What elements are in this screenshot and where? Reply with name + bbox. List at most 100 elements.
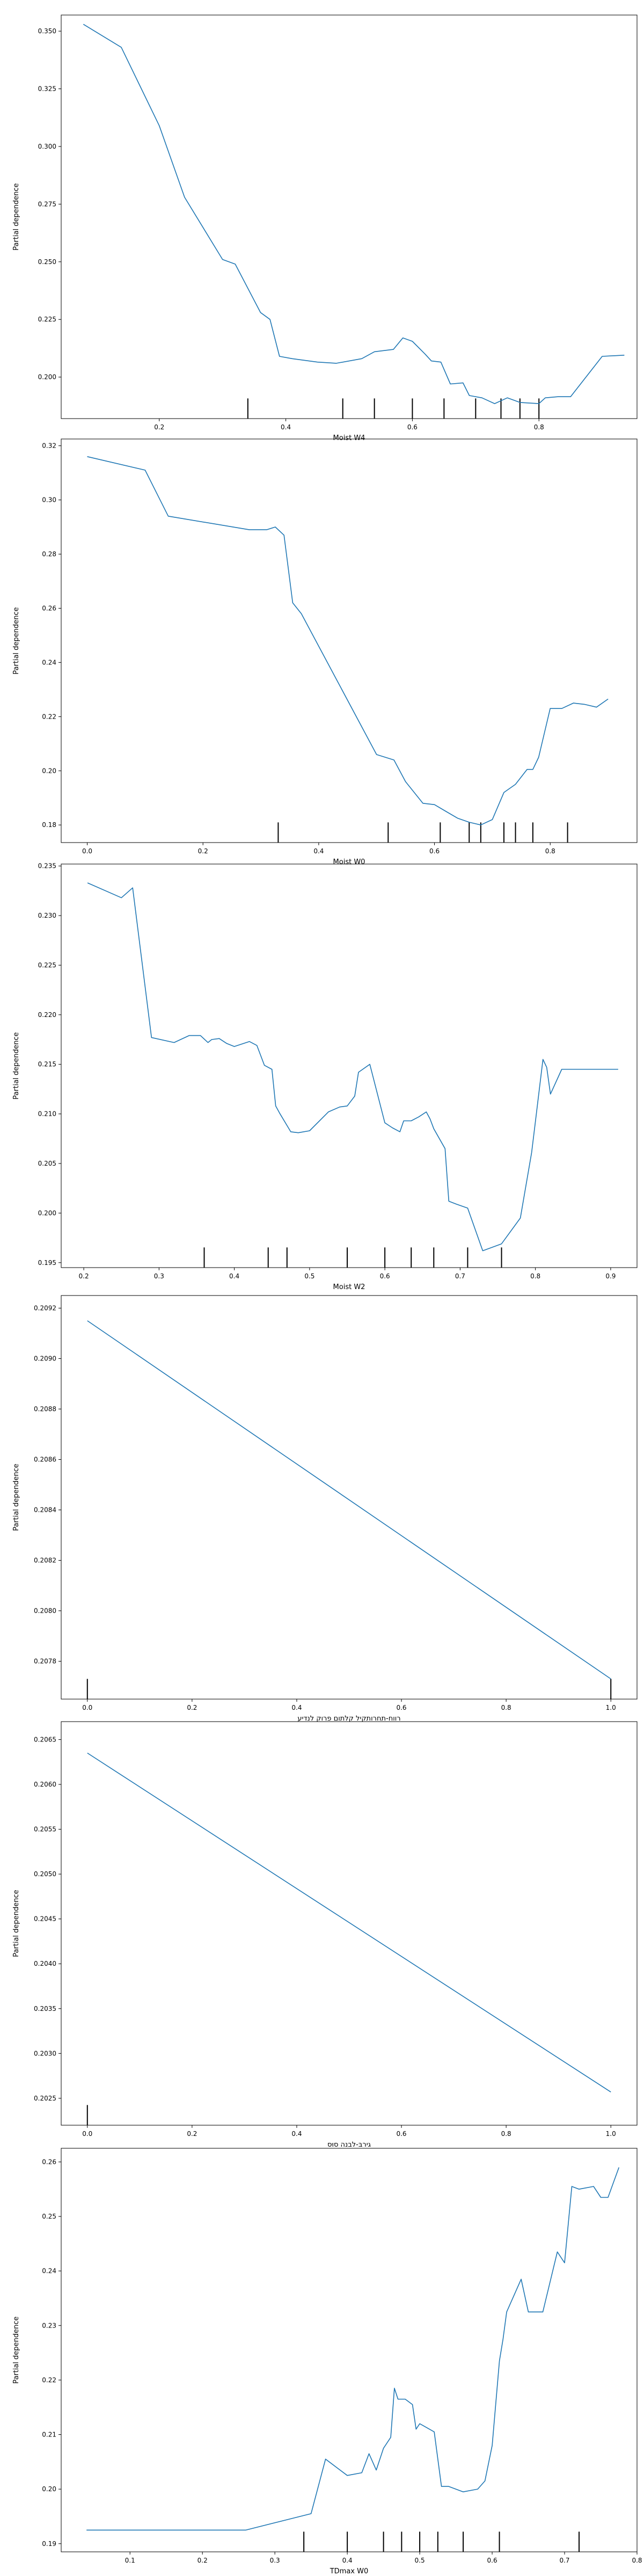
y-axis-label: Partial dependence <box>12 183 20 250</box>
x-tick-label: 0.4 <box>313 847 324 855</box>
y-tick-label: 0.2090 <box>34 1355 56 1363</box>
x-tick-label: 0.6 <box>380 1272 390 1280</box>
y-tick-label: 0.2088 <box>34 1406 56 1413</box>
x-tick-label: 0.9 <box>605 1272 616 1280</box>
y-tick-label: 0.325 <box>38 85 56 93</box>
y-tick-label: 0.210 <box>38 1110 56 1118</box>
x-tick-label: 0.5 <box>415 2557 425 2564</box>
x-tick-label: 0.4 <box>281 423 291 431</box>
x-tick-label: 0.8 <box>501 2130 511 2138</box>
y-tick-label: 0.215 <box>38 1060 56 1068</box>
y-tick-label: 0.2040 <box>34 1960 56 1967</box>
y-tick-label: 0.18 <box>42 821 56 829</box>
chart-panel-3: 0.2 0.3 0.4 0.5 0.6 0.7 0.8 0.9 0.195 0.200 0.205 0… <box>12 862 638 1291</box>
y-tick-label: 0.2082 <box>34 1557 56 1564</box>
x-tick-label: 1.0 <box>606 2130 616 2138</box>
x-tick-label: 0.0 <box>82 847 92 855</box>
x-tick-label: 0.8 <box>501 1704 511 1711</box>
y-tick-label: 0.2035 <box>34 2005 56 2012</box>
x-tick-label: 0.2 <box>198 847 208 855</box>
y-tick-label: 0.2086 <box>34 1456 56 1463</box>
plot-frame <box>61 1295 638 1700</box>
y-tick-label: 0.2084 <box>34 1506 56 1514</box>
y-tick-label: 0.2025 <box>34 2095 56 2102</box>
y-tick-label: 0.200 <box>38 374 56 381</box>
y-tick-label: 0.300 <box>38 143 56 150</box>
x-tick-label: 0.8 <box>530 1272 540 1280</box>
partial-dependence-line <box>86 2167 620 2531</box>
plot-frame <box>61 1721 638 2126</box>
x-tick-label: 1.0 <box>606 1704 616 1711</box>
partial-dependence-line <box>87 1320 611 1680</box>
partial-dependence-line <box>83 24 625 404</box>
x-tick-label: 0.0 <box>82 1704 92 1711</box>
y-tick-label: 0.2092 <box>34 1305 56 1312</box>
y-tick-label: 0.24 <box>42 2267 56 2275</box>
x-tick-label: 0.6 <box>407 423 418 431</box>
y-tick-label: 0.2078 <box>34 1658 56 1665</box>
y-tick-label: 0.350 <box>38 27 56 35</box>
plot-frame <box>61 863 638 1268</box>
y-axis-label: Partial dependence <box>12 607 20 674</box>
partial-dependence-line <box>87 456 609 825</box>
x-tick-label: 0.2 <box>187 1704 197 1711</box>
y-tick-label: 0.2080 <box>34 1607 56 1615</box>
y-tick-label: 0.2045 <box>34 1915 56 1923</box>
y-tick-label: 0.235 <box>38 862 56 870</box>
x-tick-label: 0.6 <box>396 2130 406 2138</box>
y-tick-label: 0.230 <box>38 912 56 919</box>
y-tick-label: 0.225 <box>38 961 56 969</box>
y-tick-label: 0.220 <box>38 1011 56 1019</box>
y-tick-label: 0.22 <box>42 2376 56 2384</box>
y-tick-label: 0.2065 <box>34 1736 56 1743</box>
y-tick-label: 0.2055 <box>34 1826 56 1833</box>
y-tick-label: 0.200 <box>38 1209 56 1217</box>
x-tick-label: 0.4 <box>229 1272 239 1280</box>
chart-panel-1: 0.2 0.4 0.6 0.8 0.200 0.225 0.250 0.275 0.300 0.3… <box>12 14 638 442</box>
x-tick-label: 0.7 <box>559 2557 569 2564</box>
x-tick-label: 0.4 <box>291 1704 302 1711</box>
x-tick-label: 0.1 <box>125 2557 135 2564</box>
plot-frame <box>61 14 638 419</box>
y-tick-label: 0.20 <box>42 2485 56 2493</box>
y-axis-label: Partial dependence <box>12 2316 20 2383</box>
chart-panel-2: 0.0 0.2 0.4 0.6 0.8 0.18 0.20 0.22 0.24 0.26 0.28 0… <box>12 438 638 866</box>
y-tick-label: 0.2050 <box>34 1870 56 1878</box>
x-tick-label: 0.2 <box>154 423 164 431</box>
y-tick-label: 0.2030 <box>34 2050 56 2057</box>
x-tick-label: 0.3 <box>270 2557 280 2564</box>
y-tick-label: 0.275 <box>38 200 56 208</box>
x-tick-label: 0.8 <box>545 847 555 855</box>
x-axis-label: גירבּ-לבנה סוּס <box>327 2141 371 2149</box>
x-axis-label: Moist W0 <box>333 858 365 866</box>
x-tick-label: 0.6 <box>487 2557 497 2564</box>
x-tick-label: 0.4 <box>291 2130 302 2138</box>
y-tick-label: 0.24 <box>42 658 56 666</box>
y-tick-label: 0.28 <box>42 550 56 558</box>
y-tick-label: 0.225 <box>38 316 56 323</box>
y-tick-label: 0.30 <box>42 496 56 504</box>
x-tick-label: 0.6 <box>396 1704 406 1711</box>
y-tick-label: 0.26 <box>42 2158 56 2165</box>
x-tick-label: 0.4 <box>342 2557 353 2564</box>
partial-dependence-line <box>87 1752 611 2092</box>
y-tick-label: 0.22 <box>42 713 56 720</box>
x-tick-label: 0.7 <box>455 1272 465 1280</box>
chart-panel-6: 0.1 0.2 0.3 0.4 0.5 0.6 0.7 0.8 0.19 0.20 0.21 0.22… <box>12 2148 642 2575</box>
y-tick-label: 0.2060 <box>34 1781 56 1788</box>
x-tick-label: 0.6 <box>429 847 440 855</box>
x-tick-label: 0.5 <box>304 1272 314 1280</box>
x-tick-label: 0.3 <box>154 1272 164 1280</box>
x-axis-label: רווח-תחרותקיל קלתום פרוק לנדיע <box>297 1715 400 1723</box>
chart-panel-5: 0.0 0.2 0.4 0.6 0.8 1.0 0.2025 0.2030 0.2035 0.20… <box>12 1721 638 2149</box>
x-tick-label: 0.8 <box>534 423 544 431</box>
y-tick-label: 0.25 <box>42 2213 56 2220</box>
y-tick-label: 0.21 <box>42 2431 56 2439</box>
x-axis-label: Moist W4 <box>333 434 365 442</box>
partial-dependence-line <box>87 882 618 1252</box>
plot-frame <box>61 438 638 843</box>
x-tick-label: 0.2 <box>197 2557 208 2564</box>
y-tick-label: 0.250 <box>38 258 56 266</box>
y-tick-label: 0.195 <box>38 1259 56 1267</box>
